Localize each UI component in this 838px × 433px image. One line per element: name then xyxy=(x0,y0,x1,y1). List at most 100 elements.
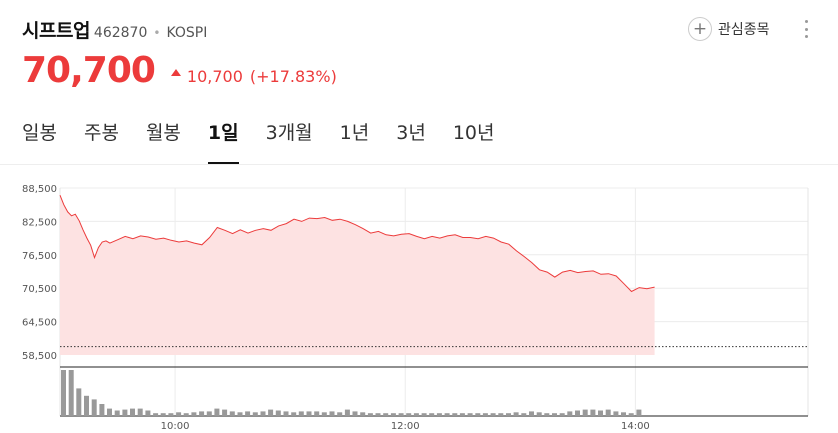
volume-bar xyxy=(99,404,105,416)
volume-bar xyxy=(229,411,235,416)
volume-bar xyxy=(321,412,327,416)
volume-bar xyxy=(291,412,297,416)
volume-bar xyxy=(344,409,350,416)
volume-bar xyxy=(84,395,89,416)
volume-bar xyxy=(68,370,74,416)
market-name: KOSPI xyxy=(166,25,208,41)
current-price: 70,700 xyxy=(22,50,156,91)
price-change: 10,700 xyxy=(186,67,243,86)
volume-bar xyxy=(168,413,174,416)
y-tick-label: 88,500 xyxy=(22,184,57,195)
volume-bar xyxy=(429,413,435,416)
volume-bar xyxy=(352,411,358,416)
volume-bar xyxy=(605,409,611,416)
volume-bar xyxy=(421,413,427,416)
y-tick-label: 82,500 xyxy=(22,217,57,228)
tab-divider xyxy=(0,164,838,165)
volume-bar xyxy=(459,413,465,416)
volume-bar xyxy=(222,409,228,416)
volume-bar xyxy=(283,411,289,416)
volume-bar xyxy=(191,412,197,416)
volume-bar xyxy=(621,412,626,416)
volume-bar xyxy=(552,413,557,416)
volume-bar xyxy=(636,409,642,416)
volume-bar xyxy=(122,409,128,416)
tab-1day[interactable]: 1일 xyxy=(207,112,239,164)
volume-bar xyxy=(467,413,473,416)
volume-bar xyxy=(452,413,458,416)
volume-bar xyxy=(360,412,366,416)
volume-bar xyxy=(390,413,396,416)
volume-bar xyxy=(529,411,534,416)
volume-bar xyxy=(245,411,251,416)
volume-bar xyxy=(575,410,580,416)
volume-bar xyxy=(160,413,166,416)
volume-bar xyxy=(337,412,343,416)
volume-bar xyxy=(559,413,565,416)
tab-10year[interactable]: 10년 xyxy=(452,122,495,144)
x-tick-label: 14:00 xyxy=(621,421,650,432)
y-tick-label: 70,500 xyxy=(22,284,57,295)
volume-bar xyxy=(206,411,212,416)
volume-bar xyxy=(76,388,82,416)
volume-bar xyxy=(544,413,550,416)
tab-weekly[interactable]: 주봉 xyxy=(83,122,119,144)
stock-code: 462870 xyxy=(93,25,148,41)
volume-bar xyxy=(183,413,189,416)
volume-bar xyxy=(329,411,335,416)
volume-bar xyxy=(506,413,511,416)
volume-bar xyxy=(91,399,97,416)
volume-bar xyxy=(298,411,304,416)
volume-bar xyxy=(153,413,159,416)
tab-3month[interactable]: 3개월 xyxy=(265,122,313,144)
x-tick-label: 12:00 xyxy=(391,421,420,432)
y-tick-label: 58,500 xyxy=(22,351,57,362)
price-line xyxy=(59,195,655,293)
stock-name: 시프트업 xyxy=(22,20,90,42)
add-watchlist-button[interactable]: + 관심종목 xyxy=(688,17,770,41)
volume-bar xyxy=(590,409,596,416)
volume-bar xyxy=(444,413,450,416)
volume-bar xyxy=(314,411,320,416)
volume-bar xyxy=(107,408,112,416)
volume-bar xyxy=(375,413,381,416)
volume-bar xyxy=(237,412,243,416)
stock-header: 시프트업 462870 • KOSPI xyxy=(22,16,207,44)
volume-bar xyxy=(598,410,603,416)
volume-bar xyxy=(275,410,281,416)
more-options-icon[interactable] xyxy=(800,18,812,40)
volume-bar xyxy=(145,410,151,416)
tab-1year[interactable]: 1년 xyxy=(339,122,370,144)
y-tick-label: 76,500 xyxy=(22,251,57,262)
volume-bar xyxy=(536,412,542,416)
up-arrow-icon xyxy=(170,69,181,76)
y-tick-label: 64,500 xyxy=(22,318,57,329)
price-change-percent: (+17.83%) xyxy=(249,67,337,86)
volume-bar xyxy=(176,412,182,416)
tab-3year[interactable]: 3년 xyxy=(396,122,426,144)
volume-bar xyxy=(582,409,588,416)
volume-bar xyxy=(130,408,135,416)
volume-bar xyxy=(482,413,488,416)
price-row: 70,700 10,700 (+17.83%) xyxy=(22,50,337,91)
volume-bar xyxy=(613,411,619,416)
tab-daily[interactable]: 일봉 xyxy=(22,122,57,144)
volume-bar xyxy=(398,413,404,416)
volume-bar xyxy=(61,370,66,416)
volume-bar xyxy=(268,409,274,416)
volume-bar xyxy=(114,410,120,416)
volume-bar xyxy=(199,411,205,416)
tab-monthly[interactable]: 월봉 xyxy=(145,122,181,144)
volume-bar xyxy=(367,413,373,416)
volume-bar xyxy=(383,413,389,416)
volume-bar xyxy=(137,408,143,416)
volume-bar xyxy=(252,412,258,416)
watchlist-label: 관심종목 xyxy=(718,22,770,38)
volume-bar xyxy=(490,413,496,416)
volume-bar xyxy=(306,411,312,416)
volume-bar xyxy=(498,413,504,416)
volume-bar xyxy=(260,411,266,416)
plus-icon: + xyxy=(688,17,712,41)
volume-bar xyxy=(628,413,634,416)
intraday-price-chart[interactable]: 88,500 82,500 76,500 70,500 64,500 58,500 10:0… xyxy=(0,170,838,433)
